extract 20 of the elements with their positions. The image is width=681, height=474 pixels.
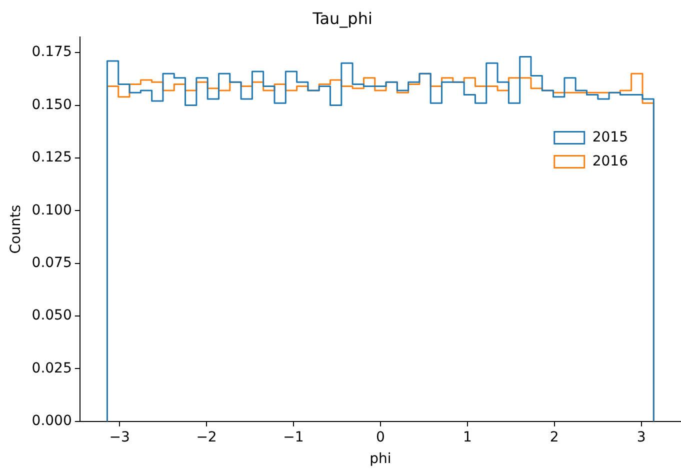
y-tick-label: 0.150 <box>32 96 72 113</box>
y-tick-label: 0.025 <box>32 360 72 376</box>
y-axis-title: Counts <box>8 204 24 254</box>
x-axis-title: phi <box>370 451 392 468</box>
chart-title: Tau_phi <box>312 8 372 28</box>
y-tick-label: 0.125 <box>32 150 72 166</box>
y-tick-label: 0.075 <box>32 254 72 271</box>
x-tick-label: 2 <box>550 429 559 446</box>
series-label: 2016 <box>592 153 628 170</box>
x-tick-label: 0 <box>376 429 385 446</box>
x-tick-label: 1 <box>462 429 472 446</box>
y-tick-label: 0.175 <box>32 44 72 60</box>
x-tick-label: 3 <box>636 429 646 446</box>
y-tick-label: 0.100 <box>32 202 72 218</box>
x-tick-label: −2 <box>196 429 217 446</box>
y-tick-label: 0.050 <box>32 308 72 324</box>
series-label: 2015 <box>592 129 628 146</box>
x-tick-label: −1 <box>283 429 304 446</box>
x-tick-label: −3 <box>109 429 130 446</box>
y-tick-label: 0.000 <box>32 413 72 430</box>
